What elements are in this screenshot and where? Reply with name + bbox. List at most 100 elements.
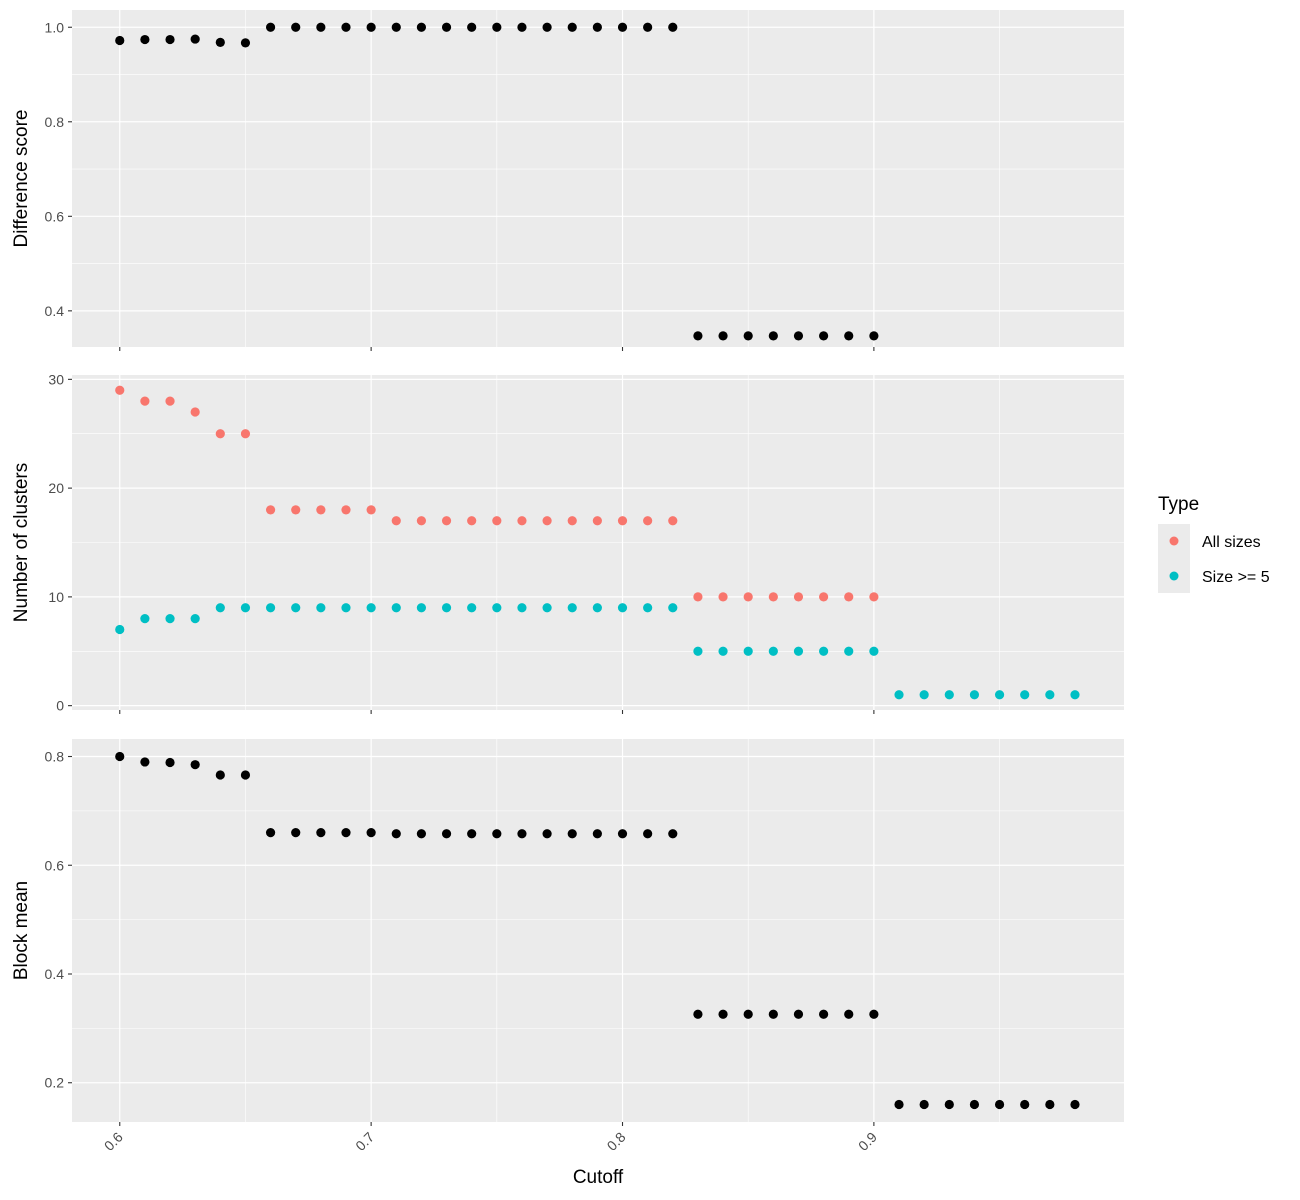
data-point	[643, 516, 653, 526]
data-point	[416, 516, 427, 526]
y-axis-title-difference-score: Difference score	[11, 110, 32, 248]
data-point	[240, 38, 251, 48]
data-point	[542, 22, 552, 32]
data-point	[869, 1009, 879, 1019]
data-point	[894, 1099, 904, 1110]
data-point	[240, 429, 251, 439]
data-point	[467, 829, 477, 839]
y-tick-label: 10	[48, 589, 64, 605]
data-point	[215, 429, 225, 439]
panel-background	[72, 739, 1124, 1122]
data-point	[693, 331, 703, 341]
data-point	[416, 22, 427, 32]
data-point	[994, 690, 1005, 700]
data-point	[668, 22, 678, 32]
data-point	[567, 516, 577, 526]
panel-number-of-clusters: 0 10 20 30 Number of clusters	[11, 371, 1124, 714]
data-point	[592, 516, 602, 526]
data-point	[819, 331, 829, 341]
panel-block-mean: 0.2 0.4 0.6 0.8 Block mean 0.6 0.7 0.8 0.9	[11, 739, 1124, 1154]
data-point	[743, 646, 753, 656]
data-point	[115, 624, 125, 635]
data-point	[844, 592, 854, 602]
data-point	[643, 22, 653, 32]
data-point	[542, 829, 552, 839]
data-point	[668, 516, 678, 526]
data-point	[793, 1009, 804, 1019]
data-point	[517, 22, 527, 32]
data-point	[617, 516, 628, 526]
data-point	[341, 828, 351, 838]
data-point	[944, 1099, 954, 1110]
data-point	[240, 603, 251, 613]
data-point	[693, 1009, 703, 1019]
data-point	[467, 22, 477, 32]
data-point	[215, 37, 225, 47]
data-point	[919, 690, 929, 700]
data-point	[869, 331, 879, 341]
panel-background	[72, 10, 1124, 347]
data-point	[115, 35, 125, 46]
data-point	[316, 828, 326, 838]
data-point	[894, 690, 904, 700]
x-tick-label: 0.9	[855, 1129, 880, 1154]
data-point	[1020, 1099, 1030, 1110]
data-point	[441, 516, 452, 526]
data-point	[190, 34, 200, 44]
data-point	[643, 829, 653, 839]
panels: 0.4 0.6 0.8 1.0 Difference score 0 10 20 30 Numbe…	[11, 10, 1124, 1154]
data-point	[743, 331, 753, 341]
data-point	[1020, 690, 1030, 700]
data-point	[366, 22, 376, 32]
data-point	[416, 603, 427, 613]
data-point	[316, 603, 326, 613]
y-tick-label: 30	[48, 371, 64, 387]
data-point	[291, 22, 301, 32]
data-point	[492, 22, 502, 32]
data-point	[1045, 1099, 1055, 1110]
series-points	[115, 751, 1080, 1110]
y-tick-label: 1.0	[45, 19, 65, 35]
data-point	[567, 22, 577, 32]
data-point	[265, 22, 276, 32]
data-point	[366, 603, 376, 613]
data-point	[140, 34, 150, 45]
data-point	[1070, 690, 1080, 700]
data-point	[592, 829, 602, 839]
data-point	[341, 22, 351, 32]
series-all-sizes	[115, 385, 879, 602]
data-point	[140, 396, 150, 406]
legend-title: Type	[1158, 494, 1199, 515]
data-point	[793, 646, 804, 656]
data-point	[743, 1009, 753, 1019]
data-point	[617, 603, 628, 613]
y-tick-label: 0.4	[45, 303, 65, 319]
data-point	[140, 614, 150, 624]
data-point	[793, 592, 804, 602]
data-point	[441, 603, 452, 613]
data-point	[718, 331, 728, 341]
y-tick-label: 0.6	[45, 857, 65, 873]
x-tick-label: 0.8	[604, 1129, 629, 1154]
series-points	[115, 22, 879, 341]
data-point	[190, 407, 200, 417]
data-point	[643, 603, 653, 613]
y-tick-label: 0.6	[45, 208, 65, 224]
data-point	[265, 505, 276, 515]
data-point	[567, 603, 577, 613]
data-point	[316, 505, 326, 515]
data-point	[768, 331, 778, 341]
y-axis-title-number-of-clusters: Number of clusters	[11, 463, 32, 622]
data-point	[1070, 1099, 1080, 1110]
x-tick-label: 0.7	[352, 1129, 377, 1154]
data-point	[944, 690, 954, 700]
data-point	[215, 770, 225, 780]
data-point	[844, 646, 854, 656]
data-point	[441, 829, 452, 839]
legend-key-size-5	[1169, 571, 1179, 581]
data-point	[542, 516, 552, 526]
data-point	[265, 828, 276, 838]
data-point	[165, 34, 175, 45]
y-axis-title-block-mean: Block mean	[11, 881, 32, 980]
data-point	[768, 646, 778, 656]
